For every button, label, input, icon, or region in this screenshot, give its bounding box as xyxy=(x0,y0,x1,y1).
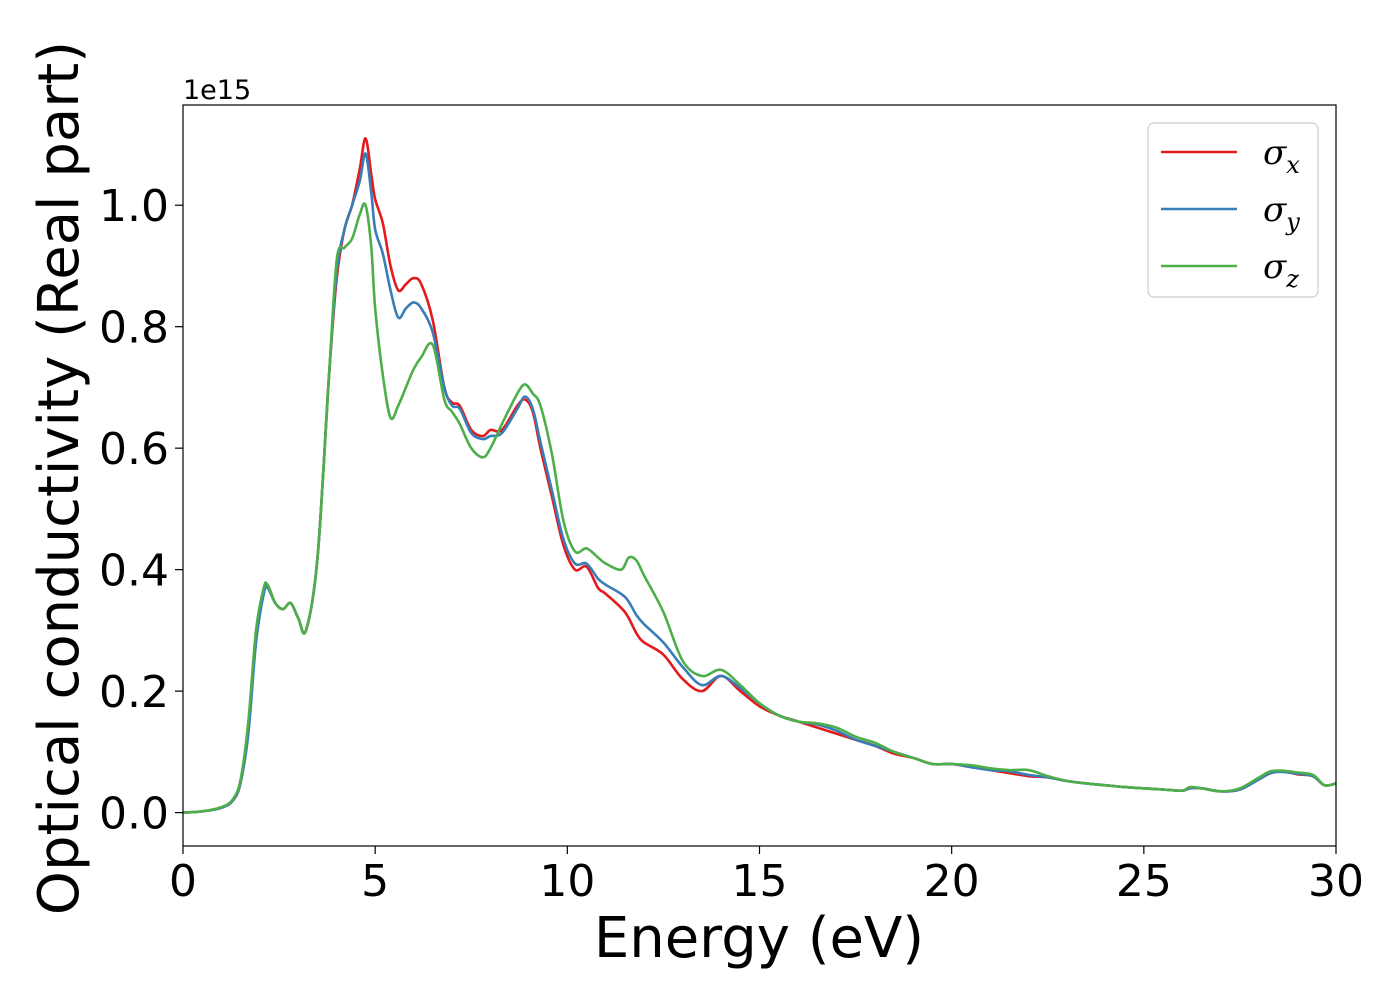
x-tick-label: 5 xyxy=(361,856,389,907)
y-offset-text: 1e15 xyxy=(183,75,251,106)
x-axis-label: Energy (eV) xyxy=(594,906,924,971)
plot-lines xyxy=(182,137,1337,814)
x-tick-label: 30 xyxy=(1308,856,1364,907)
legend-label-x: σx xyxy=(1263,133,1300,179)
x-tick-label: 25 xyxy=(1116,856,1172,907)
legend-label-z: σz xyxy=(1263,247,1299,293)
x-tick-label: 15 xyxy=(732,856,788,907)
y-axis-ticks: 0.0 0.2 0.4 0.6 0.8 1.0 xyxy=(99,181,183,840)
x-tick-label: 0 xyxy=(169,856,197,907)
y-tick-label: 0.4 xyxy=(99,546,169,597)
legend-label-y: σy xyxy=(1263,190,1300,236)
y-tick-label: 0.2 xyxy=(99,667,169,718)
x-tick-label: 10 xyxy=(539,856,595,907)
y-tick-label: 0.0 xyxy=(99,789,169,840)
legend: σx σy σz xyxy=(1147,122,1319,298)
x-axis-ticks: 0 5 10 15 20 25 30 xyxy=(169,846,1364,907)
y-tick-label: 1.0 xyxy=(99,181,169,232)
x-tick-label: 20 xyxy=(924,856,980,907)
y-tick-label: 0.8 xyxy=(99,303,169,354)
series-line-z xyxy=(182,202,1337,814)
y-axis-label: Optical conductivity (Real part) xyxy=(27,41,92,915)
y-tick-label: 0.6 xyxy=(99,424,169,475)
